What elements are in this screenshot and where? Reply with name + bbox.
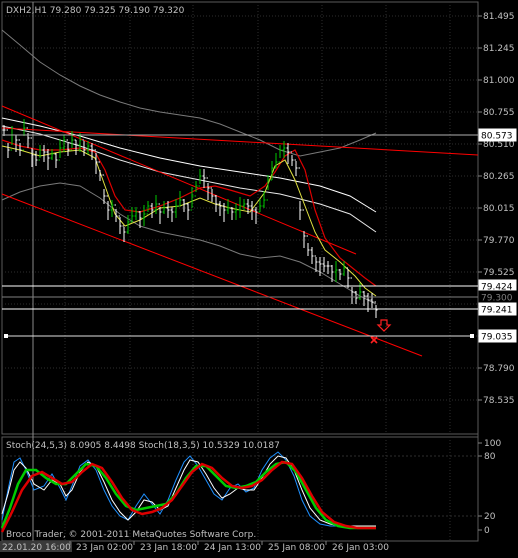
stoch-signal-green xyxy=(0,460,376,530)
price-label-box xyxy=(478,302,517,316)
price-label: 79.241 xyxy=(481,306,513,316)
price-tick-label: 78.535 xyxy=(483,396,515,406)
time-highlight: 22.01.20 16:00 xyxy=(2,543,71,553)
stoch-tick-label: 20 xyxy=(484,512,496,522)
price-tick-label: 80.755 xyxy=(483,108,515,118)
time-tick-label: 23 Jan 18:00 xyxy=(140,543,197,553)
time-tick-label: 25 Jan 08:00 xyxy=(268,543,325,553)
candles xyxy=(2,119,378,318)
price-tick-label: 81.495 xyxy=(483,12,515,22)
stoch-tick-label: 100 xyxy=(484,439,501,449)
price-label-box xyxy=(478,329,517,343)
stoch-title: Stoch(24,5,3) 8.0905 8.4498 Stoch(18,3,5… xyxy=(6,441,280,451)
price-tick-label: 80.265 xyxy=(483,172,515,182)
copyright-text: Broco Trader, © 2001-2011 MetaQuotes Sof… xyxy=(6,530,256,540)
time-highlight-box xyxy=(0,541,72,552)
close-cross-icon[interactable] xyxy=(370,336,378,344)
stoch-fast-white xyxy=(1,455,376,527)
stoch-fast-blue xyxy=(1,451,376,527)
stoch-tick-label: 80 xyxy=(484,452,496,462)
grid xyxy=(2,2,478,541)
price-tick-label: 78.790 xyxy=(483,364,515,374)
bollinger-upper xyxy=(1,29,377,157)
price-label: 80.573 xyxy=(481,132,513,142)
time-tick-label: 26 Jan 03:00 xyxy=(332,543,389,553)
price-axis: 81.495 81.245 81.000 80.755 80.510 80.265 80.0… xyxy=(478,12,515,406)
stoch-tick-label: 0 xyxy=(484,526,490,536)
price-tick-label: 79.770 xyxy=(483,236,515,246)
symbol-info: DXH2,H1 79.280 79.325 79.190 79.320 xyxy=(6,6,185,16)
ma-fast-red xyxy=(1,139,377,287)
price-label: 79.300 xyxy=(481,294,513,304)
channel-lower[interactable] xyxy=(1,193,423,357)
level-handle-right[interactable] xyxy=(470,334,474,338)
price-label-box xyxy=(478,128,517,142)
bollinger-lower xyxy=(1,182,377,305)
ma-fast-yellow xyxy=(1,145,377,297)
price-tick-label: 80.510 xyxy=(483,140,515,150)
time-tick-label: 24 Jan 13:00 xyxy=(204,543,261,553)
sell-arrow-icon[interactable] xyxy=(376,319,392,332)
channel-upper[interactable] xyxy=(1,105,357,255)
time-tick-label: 23 Jan 02:00 xyxy=(76,543,133,553)
price-label: 79.424 xyxy=(481,283,513,293)
trendline-upper-flat[interactable] xyxy=(1,127,479,156)
stoch-axis: 100 80 20 0 xyxy=(478,439,501,536)
price-tick-label: 81.000 xyxy=(483,76,515,86)
price-tick-label: 81.245 xyxy=(483,44,515,54)
price-label: 79.035 xyxy=(481,333,513,343)
ma-slow xyxy=(1,117,377,213)
stoch-main-red xyxy=(0,460,376,533)
price-tick-label: 80.015 xyxy=(483,204,515,214)
price-tick-label: 79.525 xyxy=(483,268,515,278)
level-handle-left[interactable] xyxy=(4,334,8,338)
time-axis: 23 Jan 02:00 23 Jan 18:00 24 Jan 13:00 25 J… xyxy=(69,541,389,553)
